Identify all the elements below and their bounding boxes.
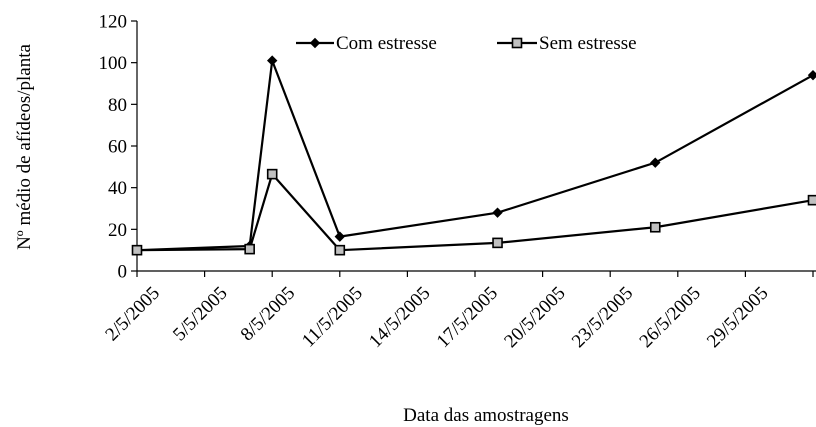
y-tick-label: 120 xyxy=(99,12,128,33)
legend-entry: Com estresse xyxy=(296,33,437,54)
series-1 xyxy=(131,55,816,256)
legend-marker-diamond xyxy=(309,37,321,49)
data-point-square xyxy=(131,244,143,256)
x-tick-label: 20/5/2005 xyxy=(500,283,569,352)
legend: Com estresse Sem estresse xyxy=(296,33,637,54)
y-tick-label: 80 xyxy=(108,95,127,116)
y-axis-title: Nº médio de afídeos/planta xyxy=(14,44,35,250)
data-point-diamond xyxy=(492,207,503,218)
legend-label: Com estresse xyxy=(336,33,437,54)
data-point-diamond xyxy=(266,55,278,66)
y-tick-label: 40 xyxy=(108,178,127,199)
data-point-square xyxy=(334,244,346,256)
data-point-square xyxy=(492,237,503,249)
data-point-square xyxy=(244,243,255,255)
data-point-diamond xyxy=(334,231,346,242)
y-tick-label: 60 xyxy=(108,137,127,158)
data-point-diamond xyxy=(807,69,816,81)
y-tick-label: 100 xyxy=(99,53,128,74)
legend-label: Sem estresse xyxy=(539,33,637,54)
x-tick-label: 23/5/2005 xyxy=(568,283,637,352)
series-layer xyxy=(131,55,816,256)
x-tick-label: 11/5/2005 xyxy=(298,283,367,352)
series-line xyxy=(136,60,814,252)
data-point-square xyxy=(649,221,661,233)
legend-marker-square xyxy=(511,37,523,49)
x-tick-label: 29/5/2005 xyxy=(703,283,772,352)
data-point-square xyxy=(807,194,816,206)
data-point-square xyxy=(266,168,278,180)
x-tick-label: 26/5/2005 xyxy=(636,283,705,352)
x-tick-label: 17/5/2005 xyxy=(433,283,502,352)
x-tick-label: 2/5/2005 xyxy=(101,283,164,346)
x-axis-ticks: 2/5/2005 5/5/2005 8/5/200511/5/200514/5/20… xyxy=(101,271,814,352)
x-tick-label: 8/5/2005 xyxy=(237,283,300,346)
x-tick-label: 5/5/2005 xyxy=(169,283,232,346)
x-axis-title: Data das amostragens xyxy=(403,405,569,426)
x-tick-label: 14/5/2005 xyxy=(365,283,434,352)
series-line xyxy=(136,171,814,252)
y-tick-label: 20 xyxy=(108,220,127,241)
data-point-diamond xyxy=(650,157,661,168)
series-2 xyxy=(131,168,816,256)
legend-entry: Sem estresse xyxy=(497,33,637,54)
y-tick-label: 0 xyxy=(118,262,128,283)
y-axis-ticks: 0 20 40 60 80 100 120 xyxy=(99,12,137,283)
